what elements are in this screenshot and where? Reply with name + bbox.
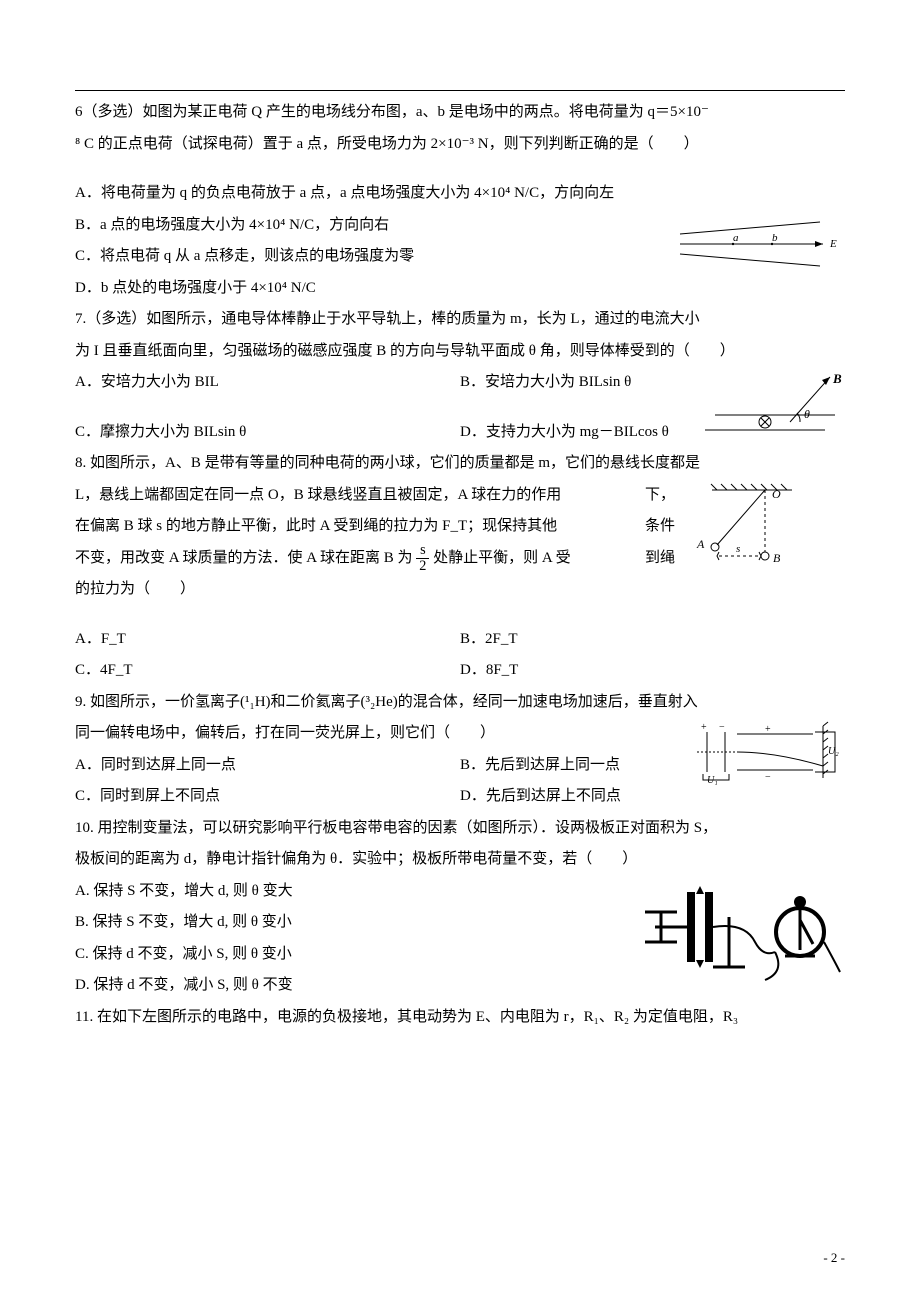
exam-page: 6（多选）如图为某正电荷 Q 产生的电场线分布图，a、b 是电场中的两点。将电荷… [0, 0, 920, 1300]
q8-stem-4a: 不变，用改变 A 球质量的方法．使 A 球在距离 B 为 [75, 550, 413, 566]
q8-stem-2a: L，悬线上端都固定在同一点 O，B 球悬线竖直且被固定，A 球在力的作用 [75, 487, 561, 503]
q9-fig-plus1: + [701, 722, 707, 733]
q9-fig-plus2: + [765, 724, 771, 735]
q6-fig-E: E [829, 238, 837, 250]
q9-fig-minus2: − [765, 772, 771, 783]
q7-stem-1: 7.（多选）如图所示，通电导体棒静止于水平导轨上，棒的质量为 m，长为 L，通过… [75, 304, 845, 336]
q7-opt-a: A．安培力大小为 BIL [75, 367, 460, 399]
q9-opt-d: D．先后到达屏上不同点 [460, 781, 845, 813]
q8-stem-3b: 条件 [645, 511, 675, 543]
q6-fig-a: a [733, 232, 739, 244]
q6-figure: a b E [675, 216, 845, 271]
q8-stem-3a: 在偏离 B 球 s 的地方静止平衡，此时 A 受到绳的拉力为 F_T；现保持其他 [75, 518, 557, 534]
q10-stem-1: 10. 用控制变量法，可以研究影响平行板电容带电容的因素（如图所示）．设两极板正… [75, 813, 845, 845]
q7-figure: B θ [695, 365, 845, 445]
q7-fig-theta: θ [804, 407, 810, 421]
q8-opt-a: A．F_T [75, 624, 460, 656]
q8-figure: O A B s [687, 480, 807, 575]
q9-opt-c: C．同时到屏上不同点 [75, 781, 460, 813]
q6-stem-1: 6（多选）如图为某正电荷 Q 产生的电场线分布图，a、b 是电场中的两点。将电荷… [75, 97, 845, 129]
q9-stem-1: 9. 如图所示，一价氢离子(¹₁H)和二价氦离子(³₂He)的混合体，经同一加速… [75, 687, 845, 719]
q8-stem-5: 的拉力为（ ） [75, 574, 845, 606]
q8-stem-4b: 处静止平衡，则 A 受 [433, 550, 571, 566]
q8-opt-c: C．4F_T [75, 655, 460, 687]
q9-opt-a: A．同时到达屏上同一点 [75, 750, 460, 782]
top-rule [75, 90, 845, 91]
q8-opt-d: D．8F_T [460, 655, 845, 687]
q8-stem-4c: 到绳 [645, 543, 675, 575]
q7-stem-2: 为 I 且垂直纸面向里，匀强磁场的磁感应强度 B 的方向与导轨平面成 θ 角，则… [75, 336, 845, 368]
q10-figure [635, 872, 845, 992]
q8-fig-O: O [772, 487, 781, 501]
q8-frac-num: s [416, 543, 429, 559]
q9-fig-U2: U₂ [828, 746, 839, 757]
q6-opt-d: D．b 点处的电场强度小于 4×10⁴ N/C [75, 273, 845, 305]
q8-stem-2b: 下， [645, 480, 675, 512]
q8-opt-b: B．2F_T [460, 624, 845, 656]
q7-opt-c: C．摩擦力大小为 BILsin θ [75, 417, 460, 449]
q8-stem-1: 8. 如图所示，A、B 是带有等量的同种电荷的两小球，它们的质量都是 m，它们的… [75, 448, 845, 480]
q9-fig-minus1: − [719, 722, 725, 733]
q6-fig-b: b [772, 232, 778, 244]
q7-fig-B: B [832, 371, 842, 386]
q8-fig-A: A [696, 537, 705, 551]
q8-fig-B: B [773, 551, 781, 565]
page-number: - 2 - [823, 1250, 845, 1266]
q8-frac-den: 2 [416, 559, 429, 574]
q6-opt-a: A．将电荷量为 q 的负点电荷放于 a 点，a 点电场强度大小为 4×10⁴ N… [75, 178, 845, 210]
q8-frac: s 2 [416, 543, 429, 574]
q11-stem-1: 11. 在如下左图所示的电路中，电源的负极接地，其电动势为 E、内电阻为 r，R… [75, 1002, 845, 1034]
q6-stem-2: ⁸ C 的正点电荷（试探电荷）置于 a 点，所受电场力为 2×10⁻³ N，则下… [75, 129, 845, 161]
q8-fig-s: s [736, 543, 740, 555]
q9-figure: + − + − U₁ U₂ [695, 720, 845, 785]
